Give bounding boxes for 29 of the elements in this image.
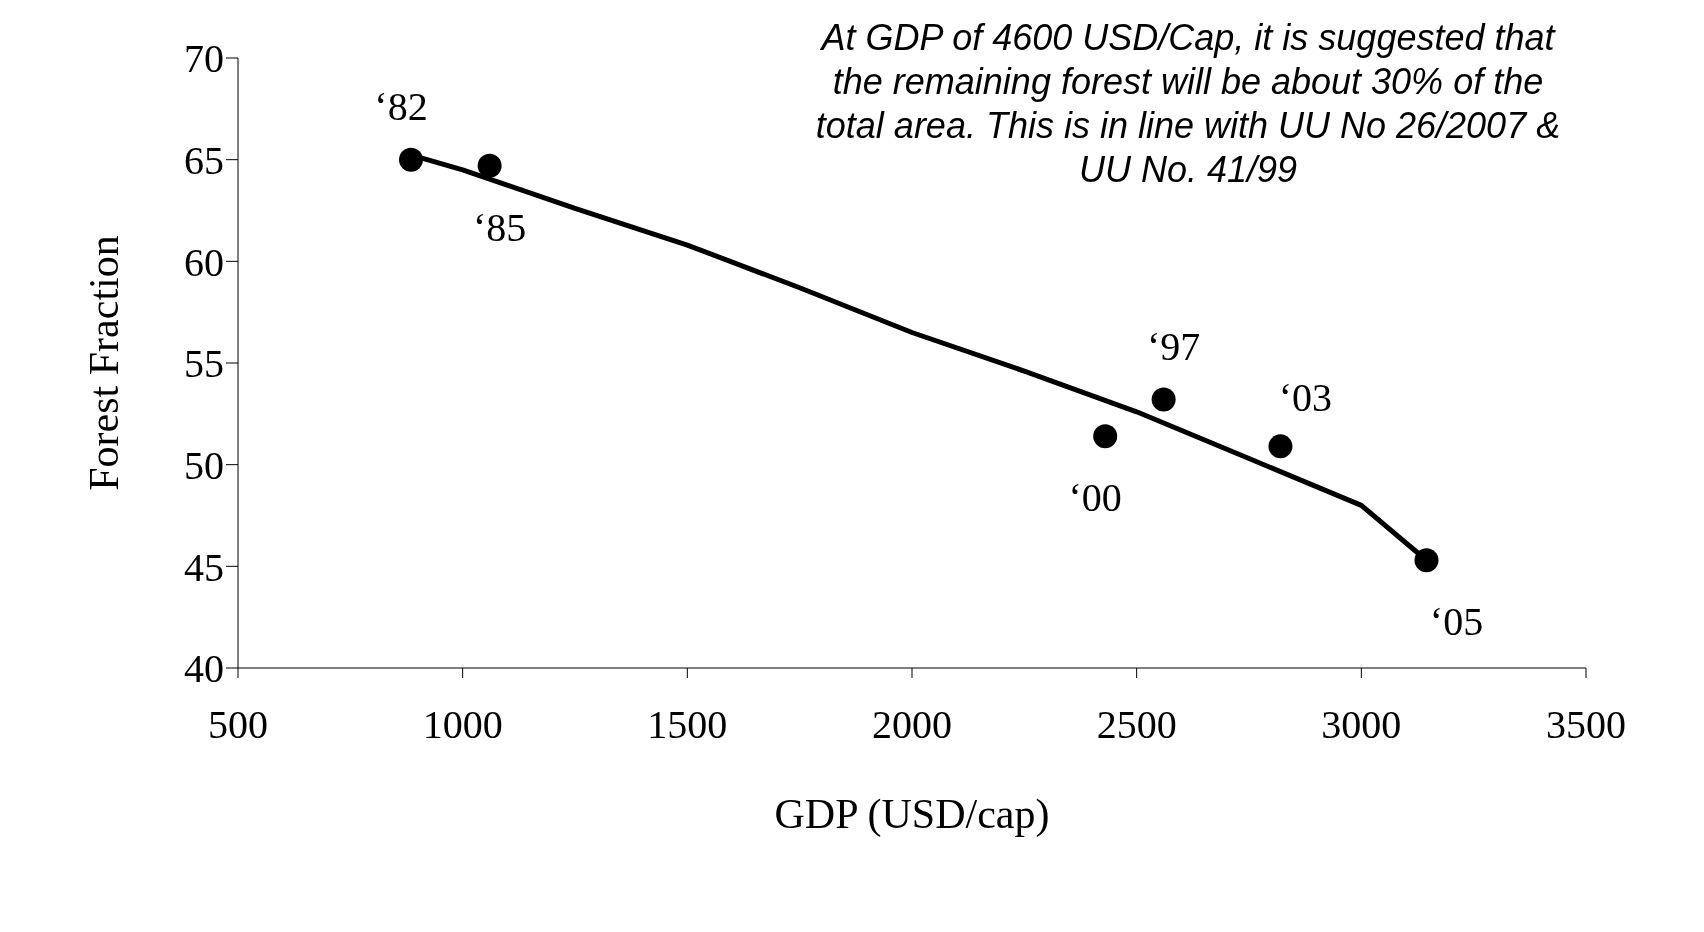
annotation: ‘82 — [374, 83, 428, 129]
point — [1414, 548, 1439, 573]
x-axis-title: GDP (USD/cap) — [774, 791, 1050, 838]
y-tick-label: 65 — [184, 137, 224, 183]
y-tick-label: 50 — [184, 442, 224, 488]
x-tick-label: 2500 — [1096, 702, 1177, 748]
y-tick-label: 70 — [184, 36, 224, 82]
annotation: ‘97 — [1146, 323, 1201, 369]
point — [1151, 387, 1176, 412]
annotation: At GDP of 4600 USD/Cap, it is suggested that the remaining forest will be about 30% of the total area. This is in line with UU No 26/2007 & UU No. 41/99 — [814, 16, 1562, 192]
x-tick-label: 500 — [208, 702, 268, 748]
point — [1268, 434, 1293, 459]
annotation: ‘05 — [1429, 599, 1484, 645]
point — [477, 153, 502, 178]
x-tick-label: 1500 — [647, 702, 728, 748]
x-tick-label: 3500 — [1546, 702, 1626, 748]
y-tick-label: 40 — [184, 646, 224, 692]
annotation: ‘03 — [1278, 375, 1333, 421]
annotation: ‘00 — [1068, 475, 1122, 521]
x-tick-label: 2000 — [872, 702, 952, 748]
point — [1093, 424, 1118, 449]
y-tick-label: 45 — [184, 544, 224, 590]
x-tick-label: 3000 — [1321, 702, 1402, 748]
y-tick-label: 60 — [184, 239, 224, 285]
annotation: ‘85 — [472, 204, 527, 250]
y-axis-title: Forest Fraction — [80, 235, 127, 491]
point — [398, 147, 423, 172]
y-tick-label: 55 — [184, 341, 224, 387]
x-tick-label: 1000 — [422, 702, 503, 748]
